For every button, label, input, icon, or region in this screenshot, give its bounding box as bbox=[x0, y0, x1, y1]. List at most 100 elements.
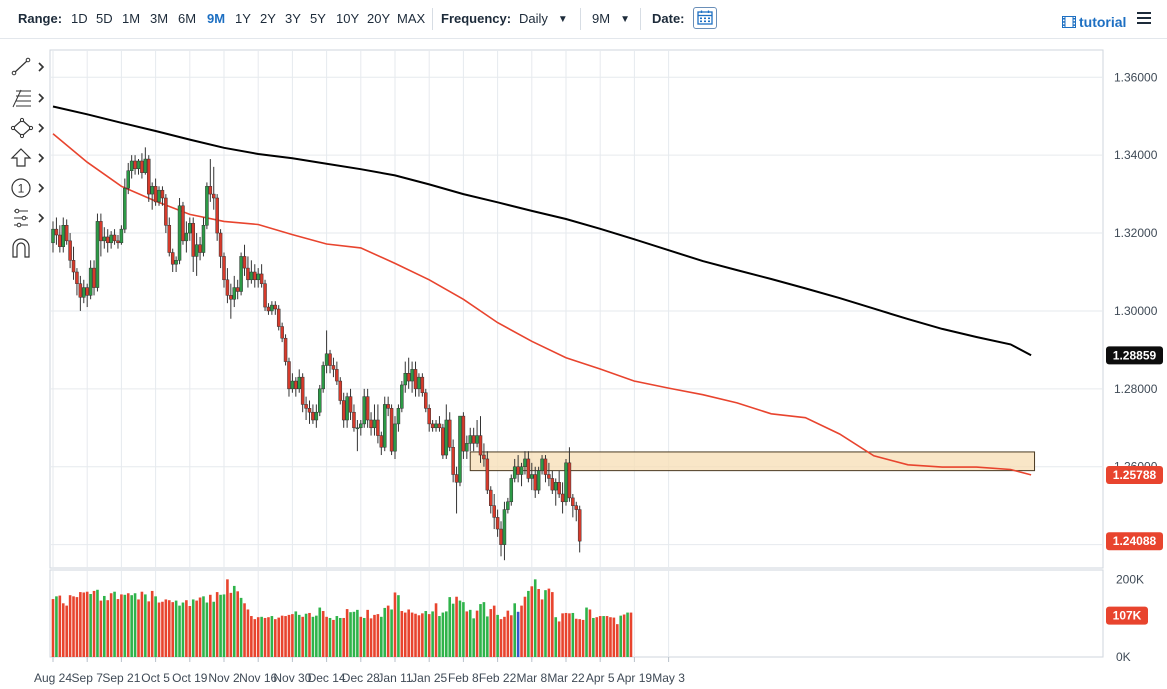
volume-bar bbox=[520, 605, 523, 657]
volume-bar bbox=[547, 588, 551, 657]
volume-bar bbox=[75, 597, 79, 657]
range-5d[interactable]: 5D bbox=[96, 11, 113, 26]
volume-bar bbox=[92, 590, 96, 657]
candle-body bbox=[273, 304, 278, 310]
candle-body bbox=[365, 396, 370, 421]
candle-body bbox=[276, 308, 281, 327]
volume-bar bbox=[250, 616, 253, 657]
range-1d[interactable]: 1D bbox=[71, 11, 88, 26]
volume-last-tag: 107K bbox=[1113, 609, 1142, 623]
volume-bar bbox=[301, 616, 304, 657]
range-10y[interactable]: 10Y bbox=[336, 11, 360, 26]
counter-icon[interactable]: 1 bbox=[8, 176, 48, 200]
candle-body bbox=[266, 306, 271, 312]
volume-bar bbox=[113, 591, 116, 657]
volume-bar bbox=[421, 613, 424, 657]
candle-body bbox=[153, 186, 158, 203]
hamburger-menu-icon[interactable] bbox=[1137, 12, 1151, 26]
candle-body bbox=[420, 376, 425, 393]
candle-body bbox=[560, 493, 565, 503]
date-tick-label: Jan 25 bbox=[411, 671, 447, 685]
date-label: Date: bbox=[652, 11, 685, 26]
range-3y[interactable]: 3Y bbox=[285, 11, 301, 26]
candle-body bbox=[478, 435, 483, 456]
candle-body bbox=[369, 419, 373, 429]
volume-bar bbox=[236, 591, 239, 657]
candle-body bbox=[519, 466, 524, 475]
candle-body bbox=[68, 240, 72, 261]
volume-bar bbox=[51, 599, 55, 657]
range-6m[interactable]: 6M bbox=[178, 11, 197, 26]
volume-bar bbox=[509, 615, 513, 657]
tutorial-link[interactable]: tutorial bbox=[1062, 14, 1126, 30]
volume-bar bbox=[58, 595, 62, 657]
candle-body bbox=[283, 337, 288, 362]
range-max[interactable]: MAX bbox=[397, 11, 426, 26]
volume-bar bbox=[616, 624, 619, 657]
trend-line-icon[interactable] bbox=[8, 55, 48, 79]
shapes-icon[interactable] bbox=[8, 116, 48, 140]
volume-bar bbox=[315, 615, 318, 657]
arrow-icon[interactable] bbox=[8, 146, 48, 170]
volume-bar bbox=[85, 591, 89, 657]
volume-bar bbox=[530, 586, 534, 657]
last-close-price-tag-bg bbox=[1106, 532, 1163, 551]
range-9m[interactable]: 9M bbox=[207, 11, 226, 26]
range-2y[interactable]: 2Y bbox=[260, 11, 276, 26]
volume-bar bbox=[626, 612, 629, 657]
volume-bar bbox=[609, 617, 612, 657]
volume-bar bbox=[55, 596, 58, 657]
date-tick-label: Nov 16 bbox=[239, 671, 277, 685]
chevron-down-icon: ▼ bbox=[557, 14, 568, 25]
candle-body bbox=[386, 404, 390, 409]
candle-body bbox=[129, 160, 134, 171]
volume-bar bbox=[274, 619, 277, 657]
support-resistance-zone bbox=[469, 451, 1036, 472]
candle-body bbox=[297, 376, 301, 390]
range-1m[interactable]: 1M bbox=[122, 11, 141, 26]
candle-body bbox=[345, 396, 349, 421]
volume-bar bbox=[492, 605, 496, 657]
frequency-select[interactable]: Daily ▼ bbox=[519, 11, 568, 26]
volume-bar bbox=[540, 599, 544, 657]
volume-bar bbox=[434, 603, 438, 657]
annotation-icon[interactable] bbox=[8, 206, 48, 230]
candle-body bbox=[424, 392, 428, 409]
range-5y[interactable]: 5Y bbox=[310, 11, 326, 26]
volume-bar bbox=[205, 602, 209, 657]
volume-bar bbox=[229, 592, 233, 657]
volume-bar bbox=[318, 607, 322, 657]
volume-bar bbox=[130, 595, 133, 657]
candle-body bbox=[229, 295, 233, 300]
price-tags: 1.28859 1.25788 1.24088 107K bbox=[1106, 346, 1163, 625]
range-3m[interactable]: 3M bbox=[150, 11, 169, 26]
candle-body bbox=[482, 454, 486, 460]
volume-bar bbox=[588, 609, 592, 657]
fibonacci-icon[interactable] bbox=[8, 86, 48, 110]
candle-body bbox=[246, 267, 250, 281]
volume-bar bbox=[417, 615, 421, 657]
volume-bar bbox=[61, 603, 65, 657]
volume-bar bbox=[345, 609, 349, 657]
candle-body bbox=[136, 160, 141, 170]
calendar-icon[interactable] bbox=[693, 7, 717, 29]
ma-red-price-tag-bg bbox=[1106, 465, 1163, 484]
volume-bar bbox=[568, 613, 571, 657]
toolbar: Range: 1D 5D 1M 3M 6M 9M 1Y 2Y 3Y 5Y 10Y… bbox=[0, 0, 1167, 39]
volume-bar bbox=[537, 589, 540, 657]
candle-body bbox=[259, 273, 264, 284]
volume-bar bbox=[116, 599, 120, 657]
volume-bar bbox=[468, 609, 472, 657]
candle-body bbox=[92, 267, 96, 288]
volume-bar bbox=[622, 614, 626, 657]
period-select[interactable]: 9M ▼ bbox=[592, 11, 630, 26]
range-1y[interactable]: 1Y bbox=[235, 11, 251, 26]
volume-bar bbox=[335, 616, 339, 657]
period-value: 9M bbox=[592, 11, 611, 26]
candle-body bbox=[441, 427, 445, 456]
volume-bar bbox=[356, 609, 359, 657]
volume-bar bbox=[195, 600, 198, 657]
magnet-icon[interactable] bbox=[8, 236, 48, 260]
range-20y[interactable]: 20Y bbox=[367, 11, 391, 26]
